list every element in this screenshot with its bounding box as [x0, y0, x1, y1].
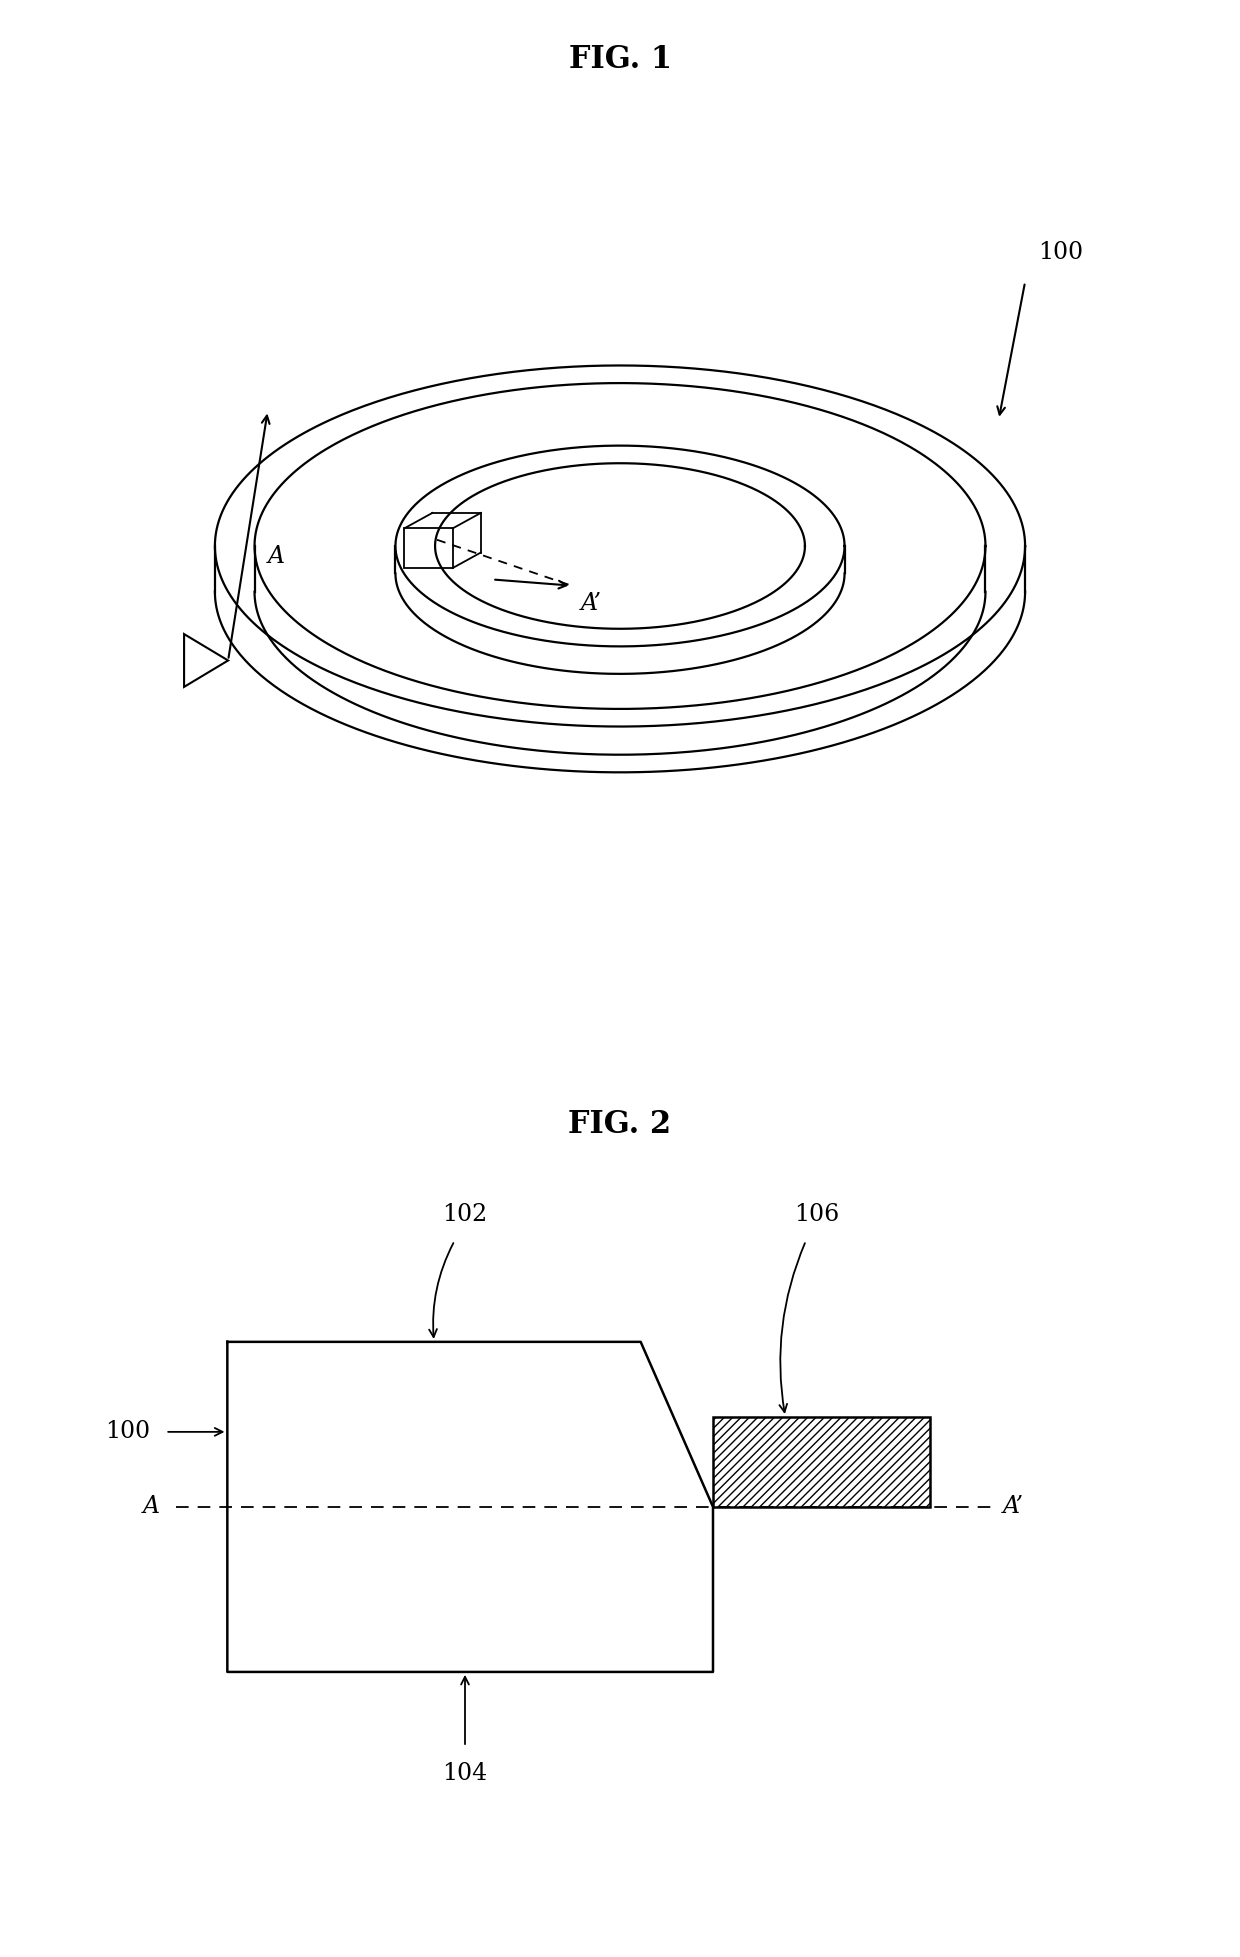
- Text: FIG. 2: FIG. 2: [568, 1110, 672, 1141]
- Text: A’: A’: [1002, 1495, 1023, 1519]
- Text: A: A: [268, 544, 285, 568]
- Text: 106: 106: [794, 1202, 839, 1225]
- Text: 102: 102: [443, 1202, 487, 1225]
- Text: A’: A’: [580, 591, 601, 614]
- Text: 100: 100: [1038, 241, 1084, 264]
- Text: 104: 104: [443, 1761, 487, 1785]
- Text: FIG. 1: FIG. 1: [568, 43, 672, 74]
- Bar: [713, 1417, 930, 1507]
- Text: A: A: [143, 1495, 160, 1519]
- Text: 100: 100: [104, 1421, 150, 1444]
